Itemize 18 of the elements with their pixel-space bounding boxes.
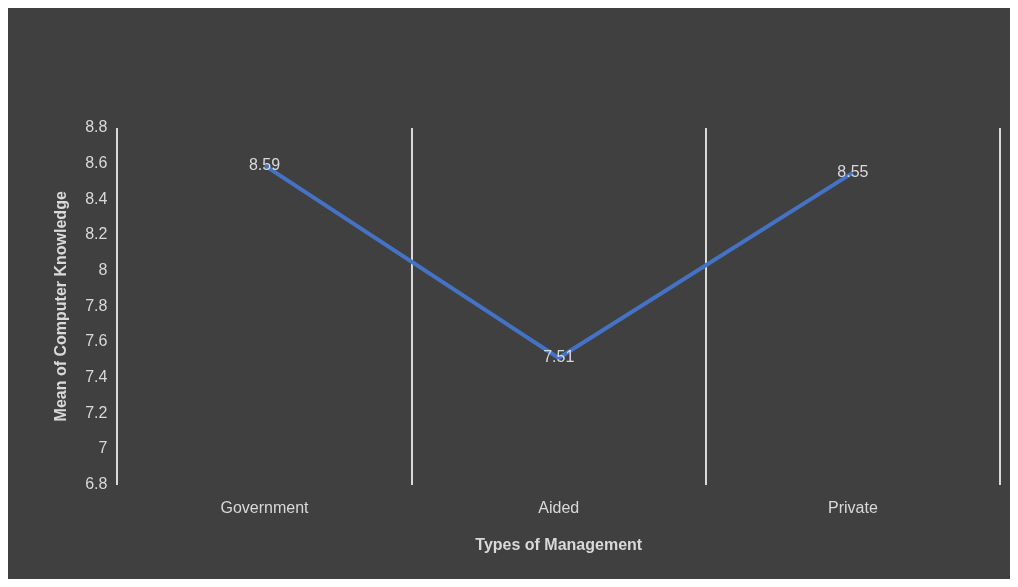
y-tick-label: 8.4: [85, 189, 108, 207]
y-tick-label: 8.6: [85, 154, 108, 172]
y-tick-label: 8: [98, 261, 108, 279]
y-tick-label: 7.6: [85, 332, 108, 350]
y-tick-label: 7.4: [85, 368, 108, 386]
y-tick-label: 6.8: [85, 475, 108, 493]
x-tick-label: Government: [220, 498, 310, 516]
data-label: 8.59: [248, 155, 281, 173]
x-tick-label: Private: [828, 498, 878, 516]
y-axis-title: Mean of Computer Knowledge: [52, 191, 70, 422]
y-tick-label: 7: [98, 439, 108, 457]
y-tick-label: 7.2: [85, 403, 108, 421]
data-label: 8.55: [837, 162, 869, 180]
y-tick-label: 8.8: [85, 118, 108, 136]
x-axis-title: Types of Management: [475, 535, 643, 553]
y-tick-label: 8.2: [85, 225, 108, 243]
x-tick-label: Aided: [538, 498, 580, 516]
y-tick-label: 7.8: [85, 296, 108, 314]
